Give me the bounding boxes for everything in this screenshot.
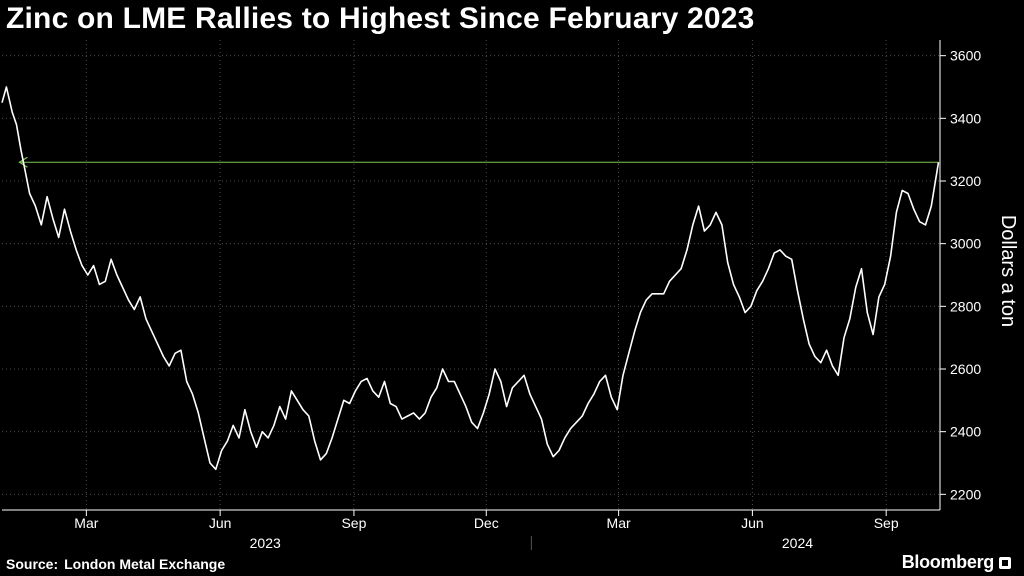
bloomberg-mark-icon bbox=[999, 557, 1011, 569]
source-name: London Metal Exchange bbox=[64, 556, 226, 572]
y-tick-label: 3400 bbox=[950, 110, 981, 126]
year-label: 2023 bbox=[250, 535, 281, 551]
reference-arrow bbox=[18, 156, 939, 168]
brand-logo-text: Bloomberg bbox=[901, 552, 995, 572]
chart-title: Zinc on LME Rallies to Highest Since Feb… bbox=[6, 2, 755, 35]
y-tick-label: 3600 bbox=[950, 48, 981, 64]
x-tick-label: Sep bbox=[341, 515, 366, 531]
source-note: Source: London Metal Exchange bbox=[6, 556, 225, 572]
y-tick-label: 3000 bbox=[950, 236, 981, 252]
year-label: 2024 bbox=[782, 535, 813, 551]
grid bbox=[2, 40, 940, 510]
y-tick-label: 2800 bbox=[950, 298, 981, 314]
x-tick-label: Mar bbox=[74, 515, 98, 531]
y-axis-label: Dollars a ton bbox=[997, 215, 1019, 327]
x-tick-label: Jun bbox=[741, 515, 764, 531]
y-tick-label: 2200 bbox=[950, 486, 981, 502]
axes: 2200 2400 2600 2800 3000 3200 3400 3600 Mar Jun Se… bbox=[2, 40, 981, 551]
source-label: Source: bbox=[6, 556, 59, 572]
y-tick-label: 3200 bbox=[950, 173, 981, 189]
x-tick-label: Sep bbox=[874, 515, 899, 531]
y-tick-label: 2400 bbox=[950, 424, 981, 440]
x-tick-label: Mar bbox=[607, 515, 631, 531]
series-line bbox=[1, 86, 940, 471]
series-line-group bbox=[1, 86, 940, 471]
x-tick-label: Jun bbox=[209, 515, 232, 531]
y-tick-label: 2600 bbox=[950, 361, 981, 377]
x-tick-label: Dec bbox=[474, 515, 499, 531]
